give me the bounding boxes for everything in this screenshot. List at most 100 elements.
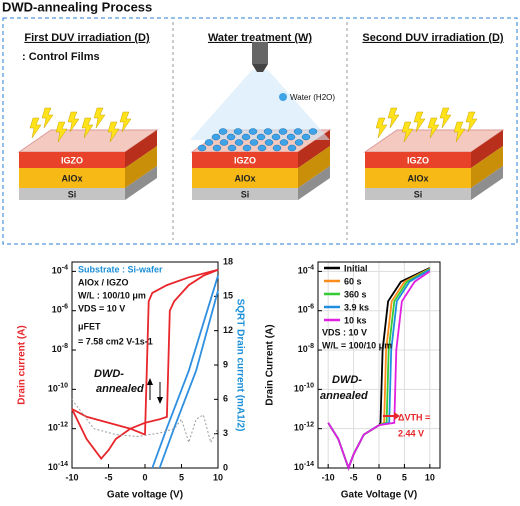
legend-label: 360 s — [344, 289, 367, 299]
droplet — [234, 139, 244, 146]
figure-title: DWD-annealing Process — [2, 0, 152, 14]
uv-bolt — [401, 121, 414, 143]
droplet — [197, 144, 207, 152]
droplet — [264, 139, 274, 146]
legend-label: 3.9 ks — [344, 302, 369, 312]
series-line — [71, 268, 219, 436]
process-frame — [2, 17, 518, 245]
annotation: W/L = 100/10 μm — [322, 340, 392, 350]
y-tick-label: 10-10 — [294, 382, 314, 394]
x-tick-label: -5 — [104, 472, 112, 482]
sweep-arrow-head — [147, 378, 153, 385]
annotation: VDS : 10 V — [322, 327, 367, 337]
annotation: = 7.58 cm2 V-1s-1 — [78, 336, 153, 346]
layer-side — [471, 166, 503, 200]
water-icon — [279, 93, 287, 101]
droplet — [212, 144, 222, 152]
y-tick-label: 10-4 — [298, 264, 314, 276]
uv-bolt — [29, 117, 42, 139]
uv-bolt — [93, 107, 106, 129]
layer-side — [471, 130, 503, 168]
layer-label: IGZO — [61, 155, 83, 165]
x-tick-label: 5 — [402, 472, 407, 482]
step-heading: Second DUV irradiation (D) — [362, 32, 504, 44]
series-line — [71, 399, 219, 445]
step-heading: Water treatment (W) — [208, 32, 312, 44]
spray — [190, 70, 330, 140]
layer-front — [365, 168, 471, 188]
layer-front — [19, 188, 125, 200]
layer-label: Si — [68, 189, 77, 199]
droplet — [272, 144, 282, 152]
droplet — [233, 128, 243, 135]
droplet — [249, 139, 259, 146]
x-tick-label: -10 — [322, 472, 335, 482]
y-tick-label: 10-10 — [48, 382, 68, 394]
y-tick-label: 10-12 — [294, 422, 314, 434]
layer-label: AlOx — [407, 173, 428, 183]
droplet — [257, 144, 267, 152]
x-tick-label: 5 — [179, 472, 184, 482]
annotation: ΔVTH = — [398, 412, 430, 422]
annotation: W/L : 100/10 μm — [78, 290, 146, 300]
y-tick-label: 10-6 — [298, 304, 314, 316]
series-line — [327, 270, 431, 471]
droplet — [287, 144, 297, 152]
shift-arrow-head — [394, 412, 400, 420]
layer-front — [365, 152, 471, 168]
layer-front — [192, 152, 298, 168]
annotation: annealed — [320, 390, 368, 402]
uv-bolt — [465, 111, 478, 133]
droplet — [219, 139, 229, 146]
layer-front — [19, 168, 125, 188]
droplet — [218, 128, 228, 135]
series-line — [158, 290, 219, 469]
layer-label: IGZO — [407, 155, 429, 165]
legend-label: 60 s — [344, 276, 362, 286]
layer-label: Si — [241, 189, 250, 199]
droplet — [301, 133, 311, 141]
layer-label: AlOx — [234, 173, 255, 183]
series-line — [151, 275, 219, 469]
y2-tick-label: 9 — [223, 359, 228, 369]
uv-bolt — [427, 117, 440, 139]
layer-side — [471, 146, 503, 188]
y-tick-label: 10-8 — [52, 343, 68, 355]
layer-front — [19, 152, 125, 168]
droplet — [256, 133, 266, 141]
annotation: μFET — [78, 321, 101, 331]
y-tick-label: 10-12 — [48, 422, 68, 434]
step-note: : Control Films — [22, 51, 100, 63]
uv-bolt — [375, 117, 388, 139]
y-axis-label: Drain Current (A) — [265, 324, 276, 405]
x-axis-label: Gate Voltage (V) — [341, 490, 418, 501]
y-tick-label: 10-8 — [298, 343, 314, 355]
annotation: DWD- — [94, 368, 124, 380]
droplet — [278, 128, 288, 135]
x-tick-label: 0 — [142, 472, 147, 482]
nozzle-tip — [252, 64, 268, 72]
annotation: VDS = 10 V — [78, 303, 125, 313]
layer-label: Si — [414, 189, 423, 199]
nozzle — [252, 42, 268, 64]
x-tick-label: 10 — [213, 472, 223, 482]
droplet — [242, 144, 252, 152]
annotation: DWD- — [332, 374, 362, 386]
y-tick-label: 10-6 — [52, 304, 68, 316]
sweep-arrow-head — [157, 397, 163, 404]
uv-bolt — [81, 117, 94, 139]
uv-bolt — [67, 111, 80, 133]
x-tick-label: -5 — [350, 472, 358, 482]
droplet — [248, 128, 258, 135]
y2-tick-label: 3 — [223, 428, 228, 438]
annotation: annealed — [96, 383, 144, 395]
x-tick-label: 10 — [425, 472, 435, 482]
plot-frame — [71, 261, 219, 469]
y2-axis-label: SQRT Drain current (mA1/2) — [234, 299, 245, 432]
x-axis-label: Gate voltage (V) — [107, 490, 183, 501]
droplet — [293, 128, 303, 135]
layer-label: IGZO — [234, 155, 256, 165]
series-line — [71, 268, 219, 461]
layer-front — [192, 168, 298, 188]
